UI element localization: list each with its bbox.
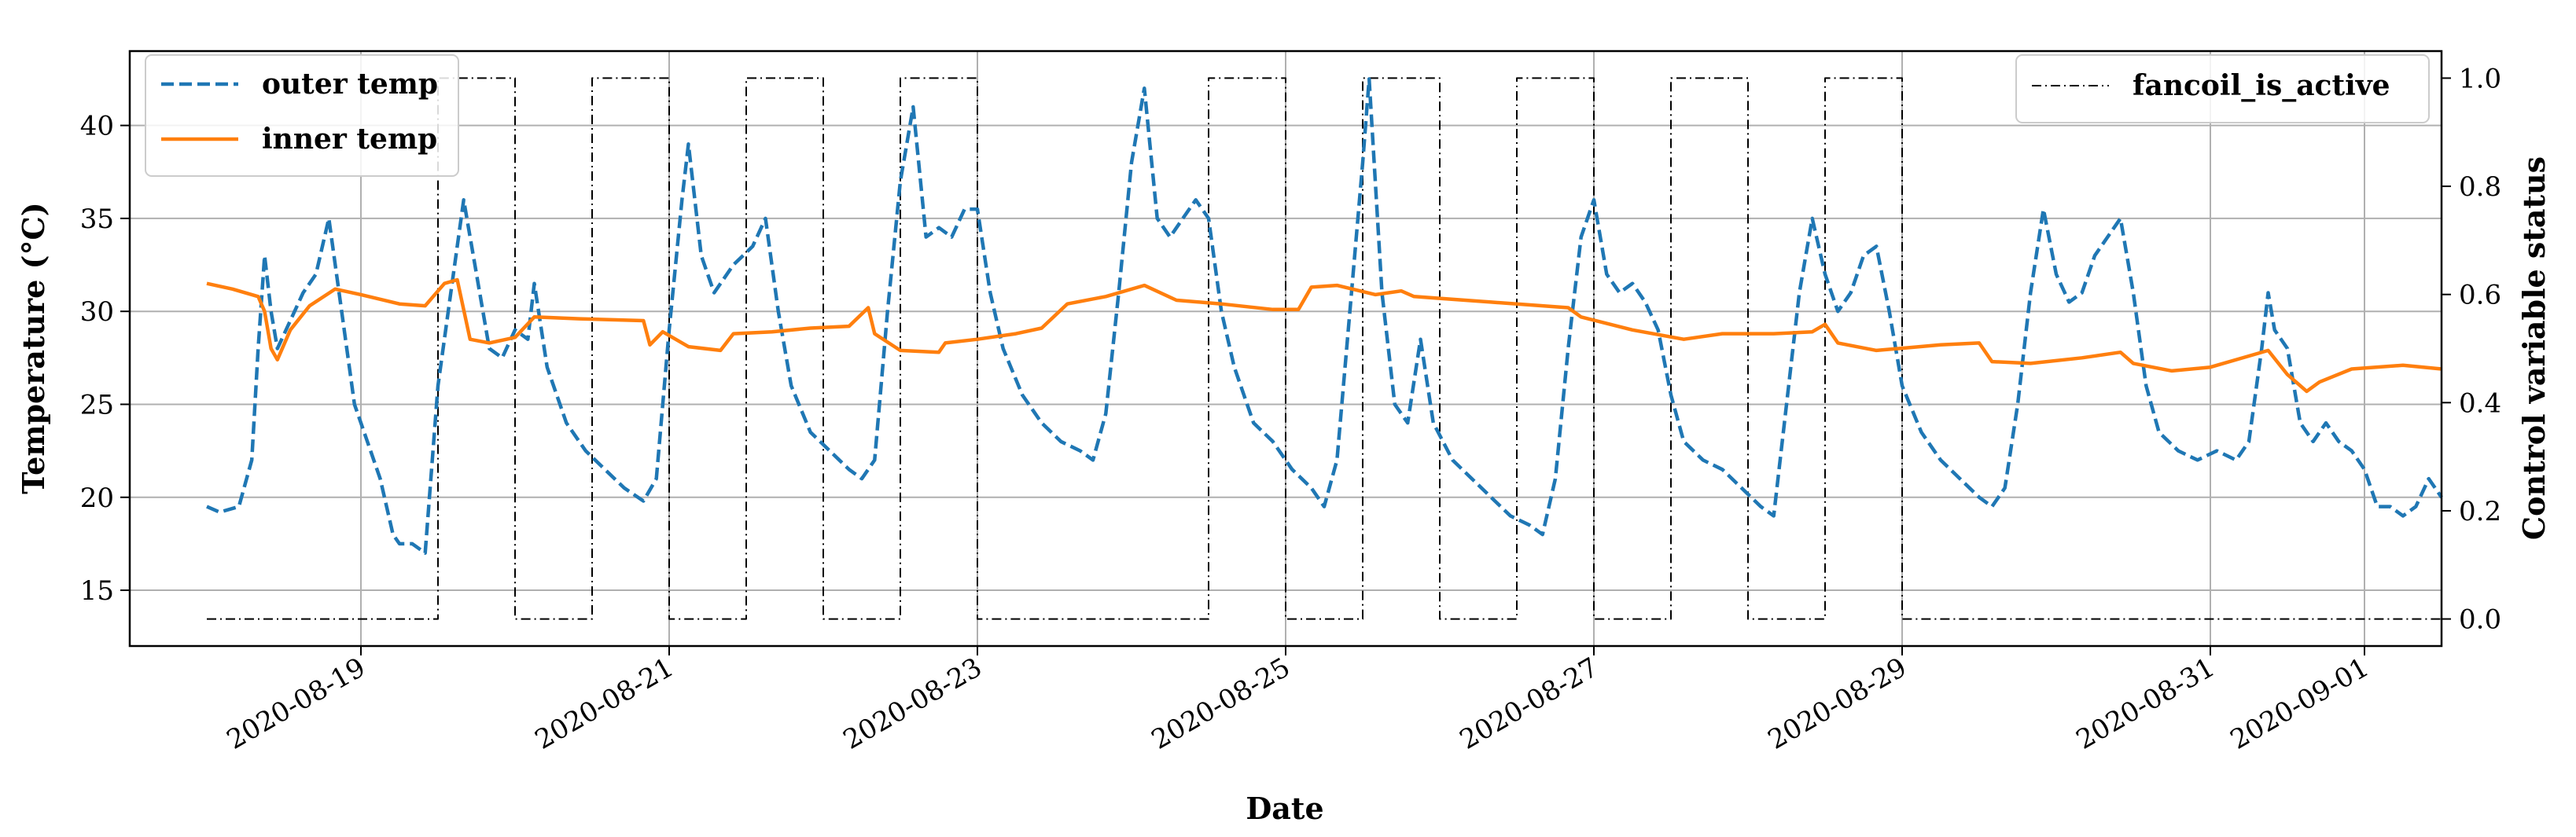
y-axis-left: 15 20 25 30 35 40	[80, 111, 130, 607]
x-axis-title: Date	[1246, 791, 1323, 826]
y2-axis-title: Control variable status	[2516, 156, 2552, 540]
legend-left: outer temp inner temp	[145, 54, 459, 177]
legend-right-box	[2015, 54, 2430, 123]
y2-tick-label: 0.6	[2459, 280, 2501, 311]
y-tick-label: 15	[80, 575, 114, 607]
series-line-inner-temp	[206, 277, 2442, 394]
y-axis-title: Temperature (°C)	[16, 202, 51, 494]
series-line-outer-temp	[206, 77, 2443, 555]
y-tick-label: 25	[80, 389, 114, 420]
y-tick-label: 30	[80, 296, 114, 328]
y-tick-label: 35	[80, 204, 114, 235]
y2-tick-label: 0.4	[2459, 387, 2501, 419]
legend-inner-temp-label: inner temp	[262, 123, 437, 156]
plot-series	[206, 77, 2443, 620]
y2-tick-label: 0.2	[2459, 496, 2501, 527]
series-line-fancoil-is-active	[207, 77, 2442, 620]
legend-right: fancoil_is_active	[2015, 54, 2430, 123]
y2-tick-label: 1.0	[2459, 63, 2501, 94]
y-tick-label: 20	[80, 483, 114, 514]
y-tick-label: 40	[80, 111, 114, 142]
y-axis-right: 0.0 0.2 0.4 0.6 0.8 1.0	[2442, 63, 2501, 636]
y2-tick-label: 0.0	[2459, 604, 2501, 636]
legend-fancoil-label: fancoil_is_active	[2133, 69, 2390, 102]
legend-outer-temp-label: outer temp	[262, 68, 438, 101]
y2-tick-label: 0.8	[2459, 171, 2501, 203]
